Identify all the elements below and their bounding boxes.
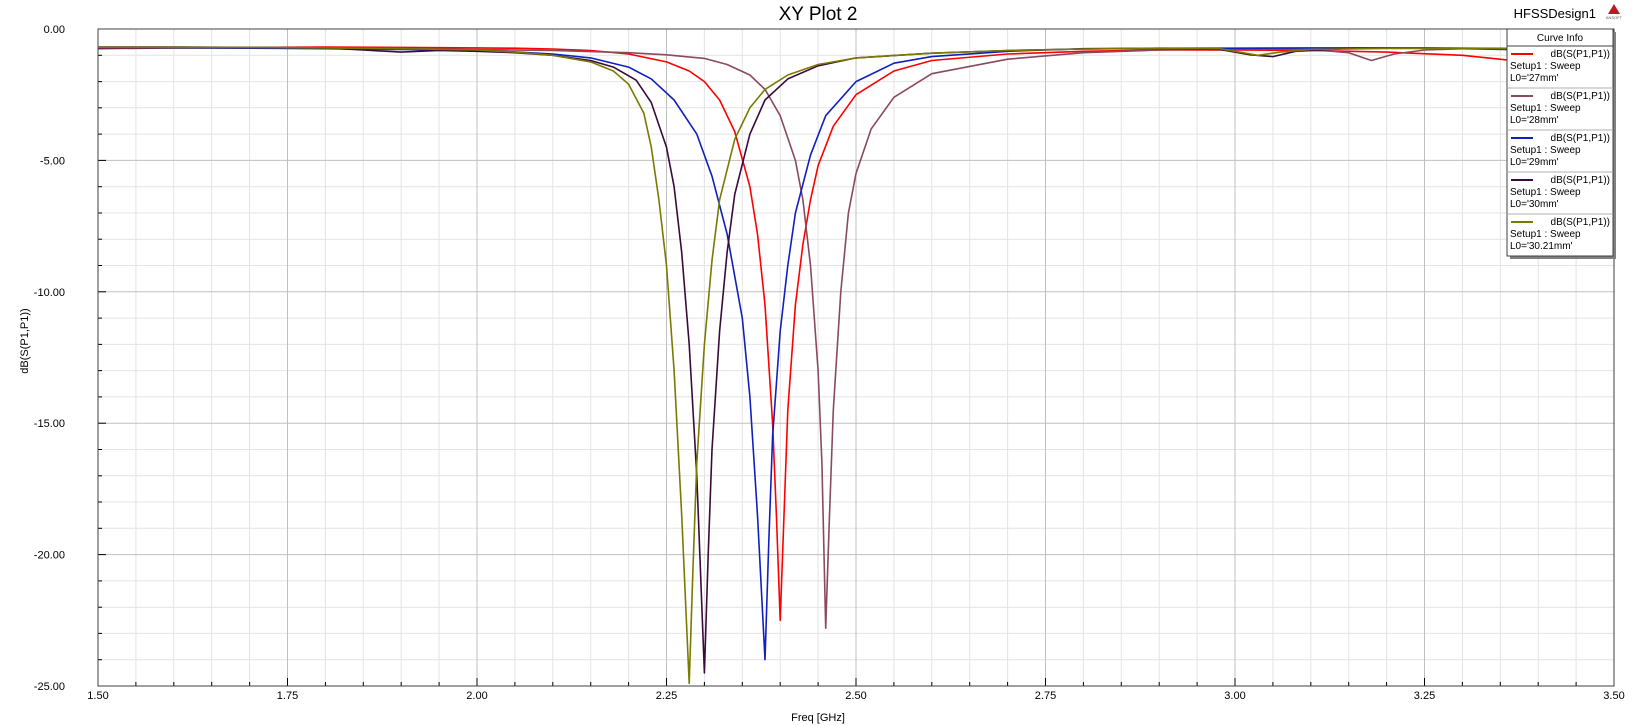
x-tick-label: 2.00: [466, 690, 487, 702]
series-line-5: [98, 46, 1615, 685]
legend-series-setup: Setup1 : Sweep: [1510, 145, 1581, 156]
y-tick-label: -5.00: [40, 155, 65, 167]
ansoft-logo-icon: [1608, 4, 1620, 14]
legend-series-param: L0='29mm': [1510, 157, 1559, 168]
legend-series-setup: Setup1 : Sweep: [1510, 103, 1581, 114]
legend-series-setup: Setup1 : Sweep: [1510, 61, 1581, 72]
series-line-2: [98, 46, 1615, 629]
legend-series-name: dB(S(P1,P1)): [1551, 133, 1610, 144]
legend-series-param: L0='30.21mm': [1510, 241, 1573, 252]
x-tick-label: 2.75: [1035, 690, 1056, 702]
legend-series-param: L0='28mm': [1510, 115, 1559, 126]
y-tick-labels: 0.00 -5.00 -10.00 -15.00 -20.00 -25.00: [34, 24, 65, 693]
series-line-4: [98, 46, 1615, 674]
plot-frame: [97, 28, 1615, 687]
legend-title: Curve Info: [1537, 33, 1584, 44]
x-tick-label: 3.00: [1224, 690, 1245, 702]
x-tick-label: 2.25: [656, 690, 677, 702]
y-tick-label: 0.00: [44, 24, 65, 36]
legend-series-param: L0='30mm': [1510, 199, 1559, 210]
x-tick-label: 3.50: [1603, 690, 1624, 702]
legend-series-setup: Setup1 : Sweep: [1510, 187, 1581, 198]
y-tick-label: -15.00: [34, 418, 65, 430]
legend-series-name: dB(S(P1,P1)): [1551, 217, 1610, 228]
x-tick-label: 3.25: [1414, 690, 1435, 702]
legend-series-name: dB(S(P1,P1)): [1551, 91, 1610, 102]
legend-series-name: dB(S(P1,P1)): [1551, 175, 1610, 186]
y-tick-label: -25.00: [34, 681, 65, 693]
y-tick-label: -10.00: [34, 287, 65, 299]
x-tick-label: 2.50: [845, 690, 866, 702]
legend-box: [1506, 28, 1614, 257]
y-tick-label: -20.00: [34, 550, 65, 562]
legend-series-setup: Setup1 : Sweep: [1510, 229, 1581, 240]
x-tick-labels: 1.50 1.75 2.00 2.25 2.50 2.75 3.00 3.25 3.50: [87, 690, 1624, 702]
chart-title: XY Plot 2: [779, 4, 858, 25]
x-tick-label: 1.75: [277, 690, 298, 702]
x-tick-label: 1.50: [87, 690, 108, 702]
design-name-label: HFSSDesign1: [1514, 6, 1596, 21]
legend-series-param: L0='27mm': [1510, 73, 1559, 84]
series-layer: [97, 46, 1615, 685]
y-axis-label: dB(S(P1,P1)): [19, 308, 31, 373]
legend-series-name: dB(S(P1,P1)): [1551, 49, 1610, 60]
ansoft-logo-text: ANSOFT: [1606, 15, 1623, 20]
x-axis-label: Freq [GHz]: [791, 712, 845, 724]
ansoft-logo: ANSOFT: [1606, 4, 1623, 20]
